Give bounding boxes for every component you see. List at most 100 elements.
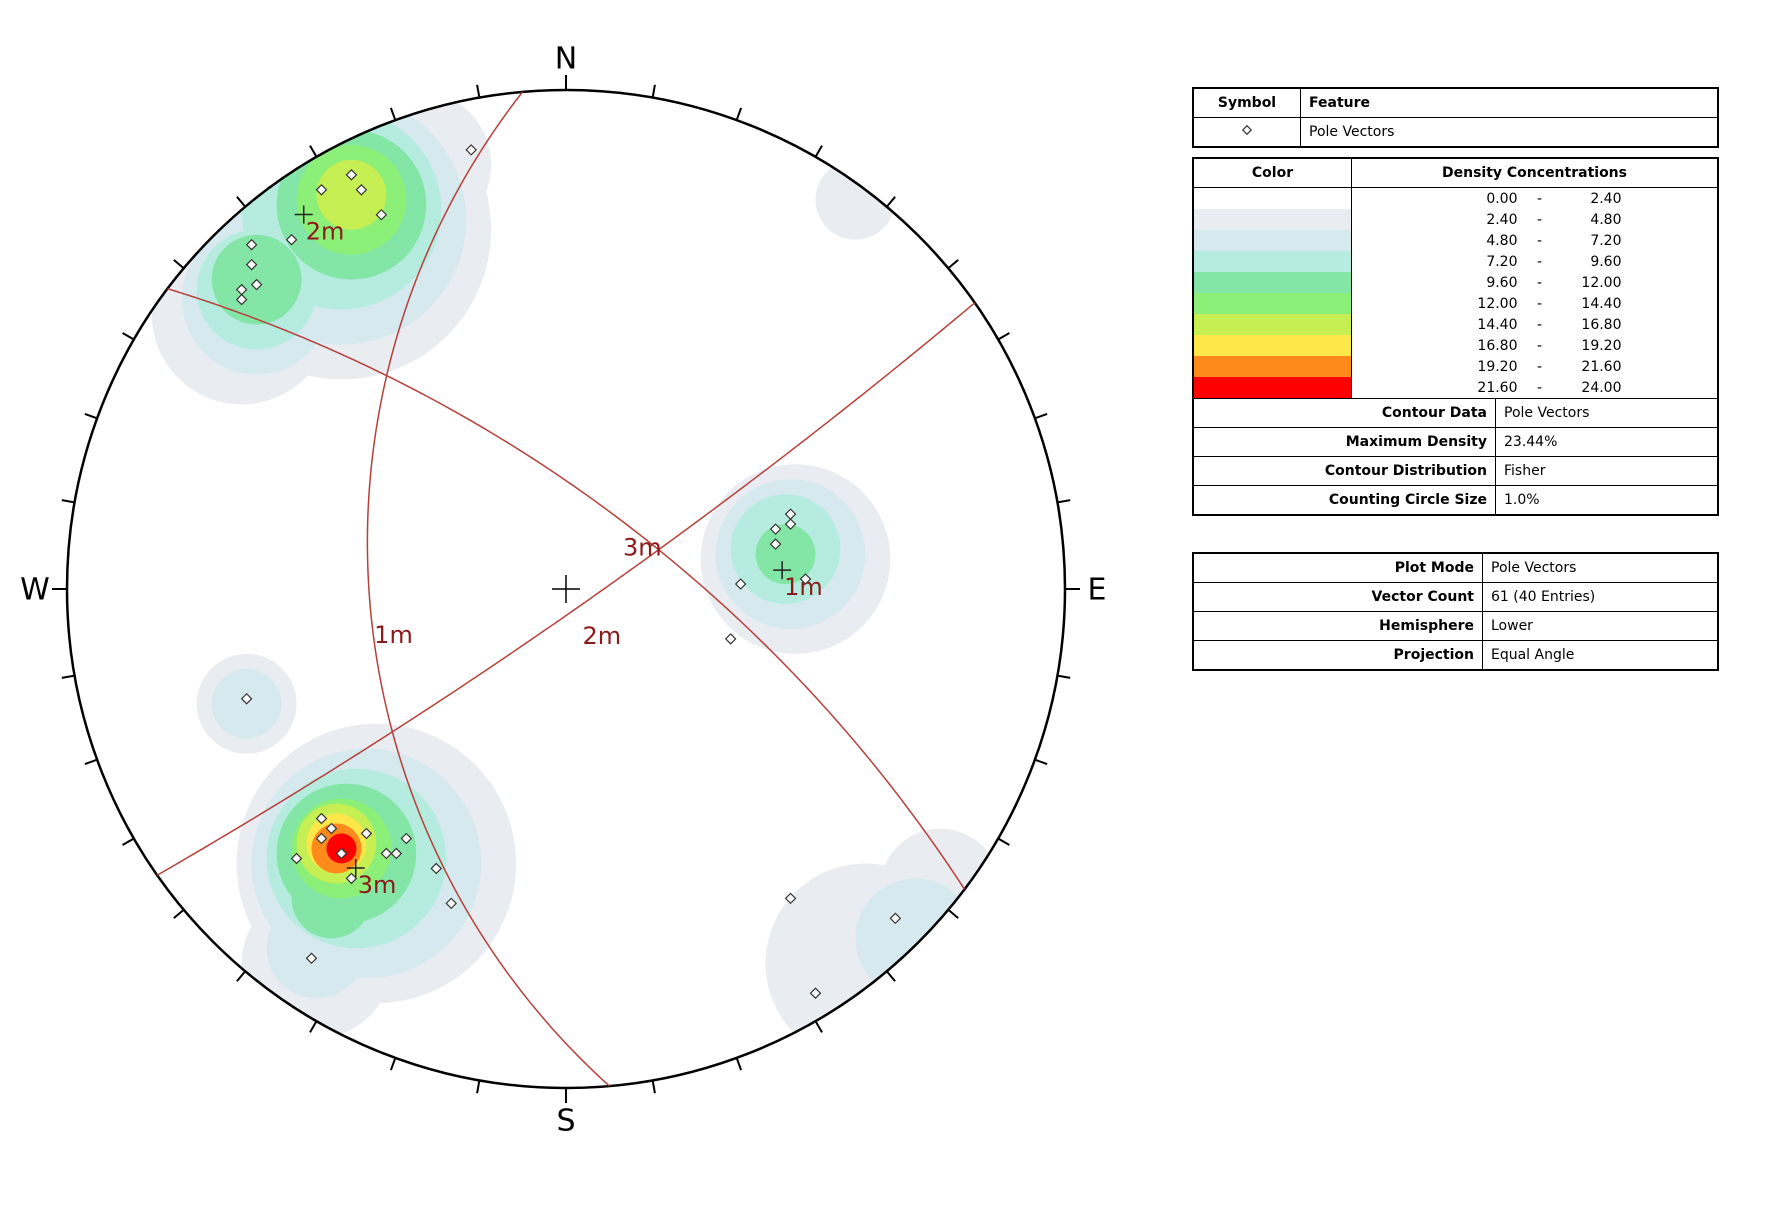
header: Feature: [1300, 87, 1719, 118]
direction-label: S: [556, 1104, 575, 1139]
range-from: 16.80: [1477, 337, 1518, 354]
azimuth-tick: [84, 758, 98, 766]
range-to: 16.80: [1581, 316, 1622, 333]
density-range: 7.20 - 9.60: [1351, 251, 1719, 272]
info-row: Counting Circle Size 1.0%: [1192, 485, 1719, 516]
range-separator: -: [1536, 253, 1543, 270]
plane-pole: [346, 859, 365, 878]
azimuth-tick: [122, 837, 135, 846]
range-to: 2.40: [1590, 190, 1622, 207]
azimuth-tick: [309, 145, 318, 158]
pole-vector: [445, 897, 458, 910]
range-separator: -: [1536, 211, 1543, 228]
range-from: 0.00: [1486, 190, 1518, 207]
info-value: 23.44%: [1495, 427, 1719, 457]
range-from: 12.00: [1477, 295, 1518, 312]
range-separator: -: [1536, 358, 1543, 375]
range-separator: -: [1536, 232, 1543, 249]
density-range: 21.60 - 24.00: [1351, 377, 1719, 399]
info-value: Pole Vectors: [1495, 398, 1719, 428]
range-to: 9.60: [1590, 253, 1622, 270]
pole-vector: [240, 692, 253, 705]
density-table: Color Density Concentrations 0.00-2.40 2.4…: [1192, 157, 1719, 516]
pole-symbol: [1241, 124, 1253, 136]
azimuth-tick: [651, 1080, 656, 1094]
azimuth-tick: [997, 332, 1010, 341]
poles-layer: [235, 144, 902, 999]
azimuth-tick: [1034, 758, 1048, 766]
density-range: 4.80 - 7.20: [1351, 230, 1719, 251]
range-text: 2.40 - 4.80: [1352, 212, 1717, 228]
pole-vector: [290, 852, 303, 865]
range-to: 12.00: [1581, 274, 1622, 291]
range-text: 0.00 - 2.40: [1352, 191, 1717, 207]
azimuth-tick: [61, 499, 75, 504]
range-text: 7.20 - 9.60: [1352, 254, 1717, 270]
great-circle: [366, 91, 610, 1087]
symbol-table: Symbol Feature Pole Vectors: [1192, 87, 1719, 148]
pole-vector: [245, 238, 258, 251]
color-swatch: [1192, 230, 1352, 251]
info-value: Lower: [1482, 611, 1719, 641]
pole-vector: [799, 573, 812, 585]
plane-pole: [294, 205, 313, 224]
azimuth-tick: [947, 908, 959, 919]
azimuth-tick: [61, 674, 75, 679]
color-swatch: [1192, 335, 1352, 356]
pole-vector: [285, 233, 298, 246]
azimuth-tick: [1057, 674, 1071, 679]
pole-vector: [315, 812, 328, 825]
plane-label: 1m: [374, 621, 413, 649]
pole-vector: [400, 832, 413, 845]
azimuth-tick: [885, 970, 896, 982]
range-separator: -: [1536, 295, 1543, 312]
pole-vector: [315, 184, 328, 196]
azimuth-tick: [173, 908, 185, 919]
pole-vector: [315, 832, 328, 845]
azimuth-tick: [814, 1020, 823, 1033]
range-to: 7.20: [1590, 232, 1622, 249]
info-row: Contour Data Pole Vectors: [1192, 398, 1719, 428]
density-row: 12.00 - 14.40: [1192, 293, 1719, 314]
azimuth-tick: [122, 332, 135, 341]
direction-label: N: [555, 42, 577, 77]
azimuth-tick: [476, 1080, 481, 1094]
range-separator: -: [1536, 274, 1543, 291]
info-value: 1.0%: [1495, 485, 1719, 516]
color-swatch: [1192, 272, 1352, 293]
density-range: 14.40 - 16.80: [1351, 314, 1719, 335]
pole-vector: [784, 508, 797, 520]
pole-vector: [769, 523, 782, 535]
color-swatch: [1192, 251, 1352, 272]
azimuth-tick: [997, 837, 1010, 846]
info-row: Plot Mode Pole Vectors: [1192, 552, 1719, 583]
density-range: 9.60 - 12.00: [1351, 272, 1719, 293]
density-patch: [755, 524, 816, 585]
azimuth-tick: [476, 84, 481, 98]
pole-label: 2m: [306, 217, 345, 245]
direction-label: W: [20, 573, 50, 608]
range-separator: -: [1536, 190, 1543, 207]
range-to: 14.40: [1581, 295, 1622, 312]
info-row: Maximum Density 23.44%: [1192, 427, 1719, 457]
azimuth-tick: [309, 1020, 318, 1033]
azimuth-tick: [1034, 412, 1048, 420]
pole-vector: [390, 847, 403, 860]
direction-label: E: [1088, 573, 1107, 608]
info-key: Counting Circle Size: [1192, 485, 1496, 516]
symbol: [1192, 117, 1301, 148]
pole-vector: [465, 144, 477, 156]
ticks-layer: N E S W: [20, 42, 1106, 1139]
color-swatch: [1192, 377, 1352, 399]
density-row: 21.60 - 24.00: [1192, 377, 1719, 399]
info-key: Maximum Density: [1192, 427, 1496, 457]
density-row: 16.80 - 19.20: [1192, 335, 1719, 356]
info-value: Fisher: [1495, 456, 1719, 486]
plane-label: 2m: [582, 622, 621, 650]
range-text: 16.80 - 19.20: [1352, 338, 1717, 354]
info-key: Hemisphere: [1192, 611, 1483, 641]
range-from: 19.20: [1477, 358, 1518, 375]
range-separator: -: [1536, 316, 1543, 333]
feature: Pole Vectors: [1300, 117, 1719, 148]
azimuth-tick: [885, 196, 896, 208]
